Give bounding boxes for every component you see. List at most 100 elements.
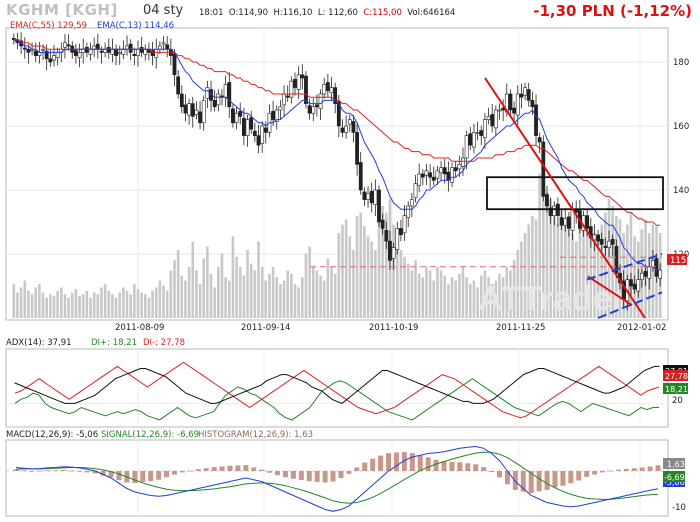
volume-bar — [304, 253, 308, 318]
quote-volume: Vol:646164 — [407, 8, 456, 18]
candle-body — [263, 127, 268, 133]
volume-bar — [162, 285, 165, 318]
channel-upper-line — [586, 253, 663, 281]
candle-body — [420, 173, 425, 178]
candle-body — [450, 167, 454, 183]
volume-bar — [337, 233, 341, 318]
volume-bar — [30, 294, 34, 318]
histogram-bar — [600, 471, 606, 473]
histogram-bar — [45, 470, 51, 472]
candle-body — [610, 238, 615, 245]
histogram-bar — [615, 469, 621, 471]
volume-bar — [308, 246, 311, 318]
volume-bar — [341, 224, 344, 318]
volume-bar — [257, 241, 260, 318]
histogram-bar — [401, 452, 407, 471]
histogram-bar — [227, 465, 233, 471]
volume-bar — [381, 205, 384, 318]
volume-bar — [27, 290, 30, 318]
macd-histogram-label: HISTOGRAM(12,26,9): 1,63 — [198, 430, 313, 440]
candle-body — [322, 84, 327, 95]
ema13-line — [13, 39, 661, 271]
volume-bar — [34, 287, 38, 318]
volume-bar — [549, 199, 552, 318]
histogram-bar — [425, 457, 431, 471]
candle-body — [534, 104, 538, 136]
candle-body — [515, 93, 520, 116]
di-minus-value: 27,78 — [665, 372, 688, 381]
volume-bar — [184, 280, 187, 318]
candle-body — [468, 133, 473, 146]
histogram-bar — [195, 469, 201, 471]
candle-body — [358, 162, 363, 191]
candle-body — [201, 100, 206, 124]
price-panel: ATTrader 120140160180 2011-08-092011-09-… — [5, 21, 689, 333]
histogram-bar — [330, 471, 336, 482]
candle-body — [409, 199, 414, 207]
volume-bar — [611, 205, 615, 318]
signal-value: -6,69 — [664, 473, 685, 482]
volume-bar — [366, 236, 370, 318]
volume-bar — [63, 294, 67, 318]
histogram-bar — [68, 470, 74, 472]
volume-bar — [476, 287, 479, 318]
candle-body — [351, 121, 356, 133]
legend-ema13: EMA(C,13) 114,46 — [97, 21, 174, 31]
histogram-bar — [346, 471, 352, 474]
candle-body — [136, 48, 140, 56]
volume-bar — [111, 294, 114, 318]
volume-bar — [479, 275, 483, 318]
volume-bar — [447, 284, 450, 318]
volume-bar — [505, 267, 509, 318]
candle-body — [282, 93, 286, 106]
volume-bar — [585, 219, 589, 318]
histogram-bar — [172, 471, 177, 475]
di-minus-badge — [663, 370, 688, 381]
volume-bar — [527, 224, 531, 318]
volume-bar — [436, 267, 439, 318]
candle-body — [413, 183, 418, 198]
candle-body — [106, 46, 111, 53]
histogram-bar — [504, 471, 510, 485]
ticker-symbol: KGHM [KGH] — [6, 1, 118, 19]
candle-body — [143, 48, 148, 55]
adx-di-plus-label: DI+: 18,21 — [91, 338, 137, 348]
histogram-bar — [354, 467, 360, 471]
histogram-bar — [481, 467, 487, 471]
histogram-bar — [393, 452, 399, 471]
candle-body — [329, 87, 334, 94]
candle-body — [537, 137, 542, 143]
candle-body — [369, 190, 374, 204]
candle-body — [260, 125, 265, 144]
volume-bar — [428, 270, 432, 318]
candle-body — [278, 106, 283, 111]
adx-line — [14, 365, 660, 404]
volume-bar — [173, 260, 176, 318]
volume-bar — [348, 236, 352, 318]
volume-bar — [516, 250, 520, 318]
volume-bar — [406, 263, 410, 318]
volume-bar — [556, 224, 560, 318]
candle-body — [271, 110, 275, 120]
volume-bar — [165, 290, 169, 318]
histogram-bar — [560, 471, 566, 486]
volume-bar — [301, 277, 304, 318]
candle-body — [114, 48, 118, 56]
candle-body — [530, 100, 535, 108]
candle-body — [563, 218, 568, 226]
downtrend-line — [484, 77, 646, 319]
date-axis: 2011-08-09 2011-09-14 2011-10-19 2011-11-25… — [115, 323, 666, 333]
histogram-bar — [100, 471, 106, 476]
candle-body — [592, 234, 597, 241]
volume-bar — [370, 241, 373, 318]
candle-body — [384, 230, 389, 242]
watermark-text: ATTrader — [478, 280, 625, 318]
histogram-bar — [116, 471, 122, 481]
volume-bar — [70, 292, 74, 318]
date-tick-label: 2011-11-25 — [496, 323, 545, 333]
volume-bar — [545, 192, 549, 318]
volume-bar — [133, 284, 136, 318]
candle-body — [340, 127, 345, 133]
histogram-bar — [465, 463, 471, 471]
candle-body — [395, 228, 400, 250]
